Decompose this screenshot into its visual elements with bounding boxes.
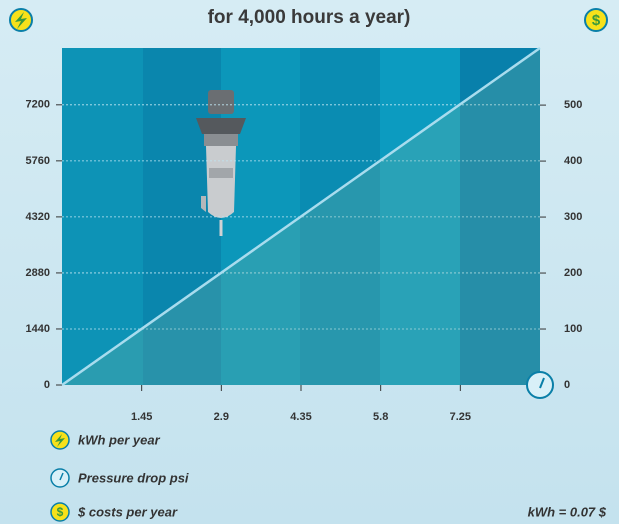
chart: for 4,000 hours a year) $ kWh per year P… xyxy=(0,0,619,524)
page: {"chart_data": {"type": "line", "title":… xyxy=(0,0,619,524)
y2-tick-label: 0 xyxy=(564,379,570,391)
x-tick-label: 7.25 xyxy=(450,411,471,423)
legend-label: $ costs per year xyxy=(77,504,178,519)
x-tick-label: 4.35 xyxy=(290,411,311,423)
legend-label: kWh per year xyxy=(78,432,161,447)
note: kWh = 0.07 $ xyxy=(528,504,607,519)
svg-text:$: $ xyxy=(592,12,601,29)
y-tick-label: 4320 xyxy=(26,211,50,223)
legend-label: Pressure drop psi xyxy=(78,470,189,485)
kwh-icon xyxy=(10,9,32,31)
x-tick-label: 1.45 xyxy=(131,411,152,423)
y-tick-label: 2880 xyxy=(26,267,50,279)
y-tick-label: 7200 xyxy=(26,99,50,111)
y-tick-label: 0 xyxy=(44,379,50,391)
y2-tick-label: 200 xyxy=(564,267,582,279)
svg-text:$: $ xyxy=(57,505,64,519)
x-tick-label: 2.9 xyxy=(214,411,229,423)
y2-tick-label: 300 xyxy=(564,211,582,223)
gauge-icon xyxy=(527,372,553,398)
y2-tick-label: 400 xyxy=(564,155,582,167)
chart-title: for 4,000 hours a year) xyxy=(208,7,411,28)
gauge-face xyxy=(527,372,553,398)
y-tick-label: 5760 xyxy=(26,155,50,167)
dollar-icon: $ xyxy=(585,9,607,31)
y2-tick-label: 500 xyxy=(564,99,582,111)
y-tick-label: 1440 xyxy=(26,323,50,335)
y2-tick-label: 100 xyxy=(564,323,582,335)
x-tick-label: 5.8 xyxy=(373,411,388,423)
